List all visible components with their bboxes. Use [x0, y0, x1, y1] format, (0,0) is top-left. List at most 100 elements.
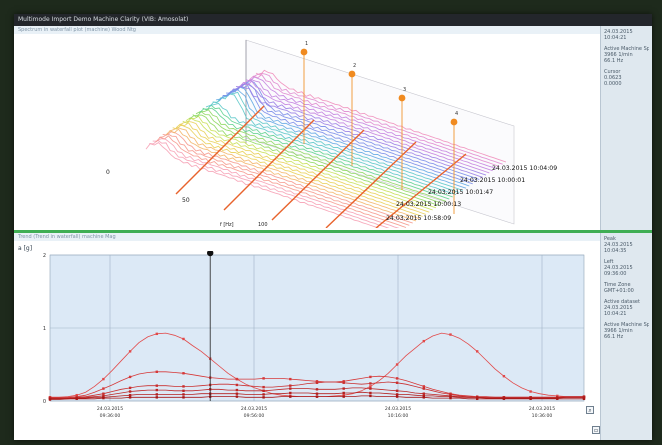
trend-data-point	[315, 395, 319, 398]
trend-data-point	[289, 387, 292, 390]
trend-data-point	[502, 374, 506, 378]
sidebar-info-block: Cursor 0.0623 0.0000	[604, 69, 649, 87]
trend-data-point	[102, 387, 105, 390]
trend-data-point	[422, 396, 425, 399]
trend-data-point	[315, 380, 319, 383]
trend-data-point	[182, 393, 185, 396]
trend-data-point	[315, 388, 319, 391]
trend-data-point	[476, 397, 479, 401]
trend-y-tick-label: 2	[43, 253, 46, 259]
waterfall-timestamp: 24.03.2015 10:00:13	[396, 201, 461, 208]
sidebar-info-line: Cursor	[604, 69, 621, 75]
trend-data-point	[235, 388, 239, 392]
waterfall-harmonic-ridge	[375, 153, 467, 228]
trend-data-point	[128, 393, 132, 397]
trend-line-chart[interactable]: 01224.03.201509:36:0024.03.201509:56:002…	[14, 251, 600, 440]
waterfall-cursor-label: 2	[353, 63, 356, 69]
sidebar-info-block: Left 24.03.2015 09:36:00	[604, 259, 649, 277]
trend-data-point	[342, 380, 345, 383]
trend-x-tick-label: 09:56:00	[244, 413, 265, 419]
trend-data-point	[395, 363, 399, 366]
sidebar-info-line: 24.03.2015	[604, 242, 633, 248]
trend-x-tick-label: 24.03.2015	[385, 406, 411, 412]
sidebar-info-line: 24.03.2015	[604, 305, 633, 311]
trend-data-point	[155, 396, 158, 399]
sidebar-info-block: Active Machine Spe 3966 1/min 66.1 Hz	[604, 46, 649, 64]
waterfall-spectrum-trace	[198, 107, 450, 200]
waterfall-spectrum-trace	[159, 133, 410, 226]
waterfall-x-tick: 100	[258, 222, 268, 228]
trend-data-point	[289, 377, 292, 381]
waterfall-timestamp: 24.03.2015 10:00:01	[460, 177, 525, 184]
zoom-icon[interactable]: ⌕	[586, 406, 594, 414]
trend-x-tick-label: 10:16:00	[388, 413, 409, 419]
trend-data-point	[102, 396, 105, 400]
trend-data-point	[342, 395, 345, 398]
trend-data-point	[476, 350, 479, 353]
waterfall-spectrum-trace	[165, 128, 417, 222]
trend-data-point	[422, 392, 425, 395]
sidebar-info-line: 09:36:00	[604, 271, 627, 277]
trend-data-point	[369, 382, 372, 385]
waterfall-cursor-label: 1	[305, 41, 308, 47]
waterfall-cursor-marker	[450, 118, 458, 126]
waterfall-spectrum-trace	[215, 88, 467, 189]
waterfall-spectrum-trace	[195, 109, 447, 202]
trend-cursor-handle[interactable]	[207, 251, 214, 257]
waterfall-spectrum-trace	[222, 85, 473, 185]
trend-info-sidebar: Peak 24.03.2015 10:04:35 Left 24.03.2015 09:3…	[600, 233, 652, 440]
trend-data-point	[75, 397, 78, 401]
trend-data-point	[342, 381, 345, 384]
trend-data-point	[102, 392, 105, 395]
sidebar-info-block: 24.03.2015 10:04:21	[604, 29, 649, 41]
waterfall-spectrum-trace	[212, 91, 463, 191]
trend-data-point	[449, 395, 452, 398]
trend-data-point	[395, 381, 399, 384]
sidebar-info-line: 3966 1/min	[604, 328, 633, 334]
sidebar-info-line: 0.0000	[604, 81, 622, 87]
sidebar-info-line: 10:04:35	[604, 248, 627, 254]
trend-data-point	[289, 395, 292, 398]
sidebar-info-line: 0.0623	[604, 75, 622, 81]
trend-panel-header: Trend (Trend in waterfall) machine Mag	[14, 233, 600, 241]
trend-data-point	[235, 383, 239, 387]
pane-splitter[interactable]	[14, 230, 652, 233]
trend-data-point	[182, 389, 185, 392]
trend-data-point	[449, 393, 452, 396]
sidebar-info-line: Peak	[604, 236, 616, 242]
waterfall-spectrum-trace	[238, 80, 490, 174]
trend-data-point	[582, 397, 586, 401]
trend-data-point	[369, 375, 372, 379]
waterfall-spectrum-trace	[189, 114, 440, 207]
sidebar-info-line: Active dataset	[604, 299, 640, 305]
trend-data-point	[262, 396, 265, 399]
waterfall-spectrum-trace	[162, 131, 413, 224]
trend-data-point	[289, 391, 292, 395]
trend-data-point	[395, 377, 399, 380]
trend-data-point	[502, 397, 506, 401]
waterfall-3d-plot[interactable]: 1 2 3 4 0 50 f [Hz] 100 24.03.2015 10:04:09 24.03…	[14, 34, 600, 228]
trend-data-point	[369, 391, 372, 395]
waterfall-spectrum-trace	[252, 72, 503, 165]
trend-data-point	[395, 389, 399, 392]
trend-data-point	[395, 395, 399, 398]
sidebar-info-line: GMT+01:00	[604, 288, 634, 294]
trend-data-point	[315, 392, 319, 395]
trend-data-point	[449, 396, 452, 400]
export-icon[interactable]: ▫	[592, 426, 600, 434]
sidebar-info-line: 24.03.2015	[604, 265, 633, 271]
trend-data-point	[422, 339, 425, 343]
sidebar-info-line: Left	[604, 259, 614, 265]
trend-data-point	[128, 396, 132, 399]
waterfall-timestamp: 24.03.2015 10:01:47	[428, 189, 493, 196]
trend-data-point	[395, 393, 399, 396]
trend-data-point	[262, 377, 265, 380]
trend-data-point	[476, 396, 479, 399]
trend-data-point	[369, 394, 372, 398]
trend-data-point	[102, 377, 105, 381]
waterfall-info-sidebar: 24.03.2015 10:04:21 Active Machine Spe 3966…	[600, 26, 652, 230]
trend-data-point	[235, 392, 239, 395]
trend-data-point	[262, 385, 265, 389]
waterfall-spectrum-trace	[172, 124, 423, 217]
waterfall-spectrum-trace	[232, 85, 483, 178]
